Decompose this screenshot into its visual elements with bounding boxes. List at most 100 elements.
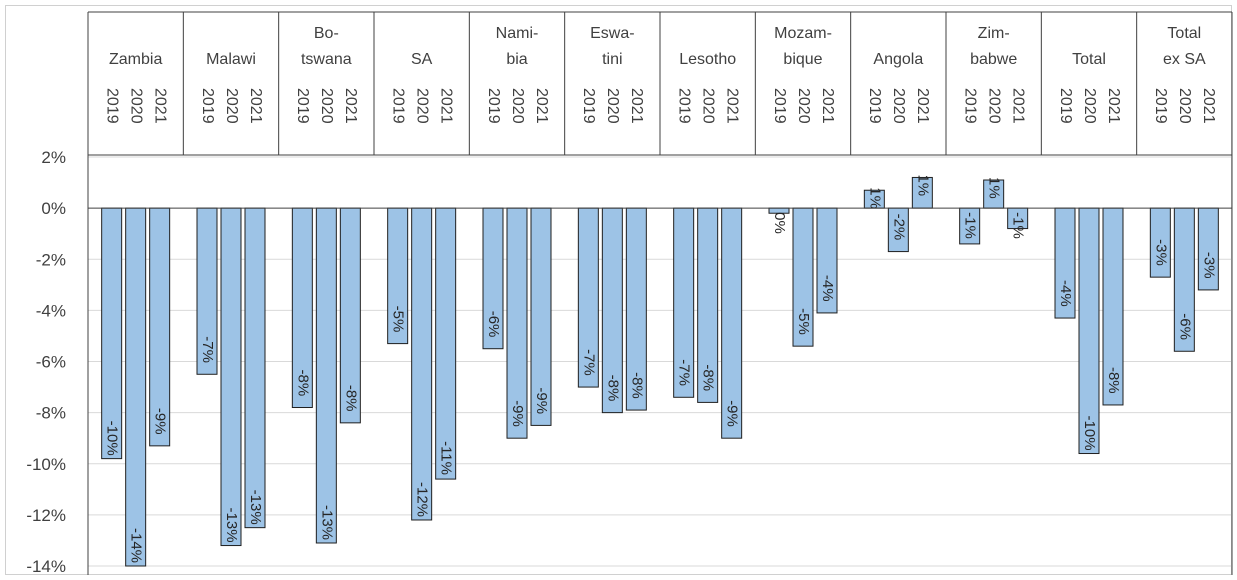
year-tick-label: 2020 [509, 88, 526, 124]
data-label: -6% [1176, 313, 1193, 340]
group-label: Malawi [206, 51, 256, 68]
group-label: Lesotho [679, 51, 736, 68]
data-label: -9% [724, 400, 741, 427]
data-label: -8% [700, 364, 717, 391]
data-label: -5% [795, 308, 812, 335]
group-label: Total [1167, 25, 1201, 42]
year-tick-label: 2019 [103, 88, 120, 124]
year-tick-label: 2021 [151, 88, 168, 124]
data-label: -7% [676, 359, 693, 386]
data-label: -6% [485, 311, 502, 338]
year-tick-label: 2019 [485, 88, 502, 124]
group-label: ex SA [1163, 51, 1206, 68]
data-label: -12% [414, 482, 431, 517]
year-tick-label: 2020 [1176, 88, 1193, 124]
bar [411, 207, 433, 521]
year-tick-label: 2021 [533, 88, 550, 124]
data-label: -9% [152, 408, 169, 435]
data-label: -1% [1010, 212, 1027, 239]
year-tick-label: 2021 [723, 88, 740, 124]
data-label: -8% [628, 372, 645, 399]
data-label: -3% [1200, 252, 1217, 279]
data-label: -8% [604, 375, 621, 402]
year-tick-label: 2021 [914, 88, 931, 124]
data-label: -10% [104, 421, 121, 456]
data-label: -13% [223, 508, 240, 543]
year-tick-label: 2020 [318, 88, 335, 124]
year-tick-label: 2021 [628, 88, 645, 124]
bar [125, 207, 147, 567]
y-tick-label: -4% [36, 301, 66, 320]
y-tick-label: -12% [26, 506, 66, 525]
year-tick-label: 2021 [1009, 88, 1026, 124]
y-tick-label: 2% [41, 148, 66, 167]
group-label: SA [411, 51, 433, 68]
year-tick-label: 2020 [223, 88, 240, 124]
bar [220, 207, 242, 547]
year-tick-label: 2019 [771, 88, 788, 124]
bar [244, 207, 266, 529]
data-label: 1% [986, 177, 1003, 199]
year-tick-label: 2021 [437, 88, 454, 124]
year-tick-label: 2020 [1081, 88, 1098, 124]
group-label: Angola [873, 51, 923, 68]
group-label: tswana [301, 51, 352, 68]
year-tick-label: 2019 [1152, 88, 1169, 124]
data-label: -5% [390, 306, 407, 333]
year-tick-label: 2021 [819, 88, 836, 124]
data-label: -9% [509, 400, 526, 427]
y-tick-label: -14% [26, 557, 66, 576]
year-tick-label: 2020 [699, 88, 716, 124]
group-label: Mozam- [774, 25, 832, 42]
year-tick-label: 2020 [604, 88, 621, 124]
year-tick-label: 2021 [1105, 88, 1122, 124]
year-tick-label: 2020 [413, 88, 430, 124]
group-label: babwe [970, 51, 1017, 68]
year-tick-label: 2020 [890, 88, 907, 124]
data-label: -9% [533, 387, 550, 414]
data-label: -8% [1105, 367, 1122, 394]
data-label: -7% [199, 336, 216, 363]
year-tick-label: 2021 [247, 88, 264, 124]
year-tick-label: 2021 [342, 88, 359, 124]
data-label: -4% [819, 275, 836, 302]
data-label: -10% [1081, 416, 1098, 451]
y-tick-label: -10% [26, 455, 66, 474]
group-label: Total [1072, 51, 1106, 68]
group-label: Bo- [314, 25, 339, 42]
year-tick-label: 2021 [1200, 88, 1217, 124]
y-tick-label: -8% [36, 404, 66, 423]
y-tick-label: -6% [36, 353, 66, 372]
year-tick-label: 2019 [961, 88, 978, 124]
year-tick-label: 2019 [580, 88, 597, 124]
bar [435, 207, 457, 480]
data-label: -8% [342, 385, 359, 412]
year-tick-label: 2020 [127, 88, 144, 124]
y-tick-label: -2% [36, 250, 66, 269]
data-label: -4% [1057, 280, 1074, 307]
data-label: -8% [294, 370, 311, 397]
group-label: Zambia [109, 51, 162, 68]
data-label: 1% [866, 187, 883, 209]
year-tick-label: 2019 [1057, 88, 1074, 124]
data-label: -13% [318, 505, 335, 540]
bar [315, 207, 337, 544]
group-label: Eswa- [590, 25, 634, 42]
group-label: Nami- [496, 25, 539, 42]
data-label: -2% [890, 214, 907, 241]
group-label: bique [783, 51, 822, 68]
year-tick-label: 2020 [985, 88, 1002, 124]
data-label: -14% [128, 528, 145, 563]
year-tick-label: 2019 [199, 88, 216, 124]
data-label: -1% [962, 212, 979, 239]
group-label: Zim- [978, 25, 1010, 42]
data-label: 1% [914, 174, 931, 196]
data-label: -3% [1152, 239, 1169, 266]
group-label: bia [506, 51, 527, 68]
y-tick-label: 0% [41, 199, 66, 218]
year-tick-label: 2019 [675, 88, 692, 124]
data-label: -13% [247, 490, 264, 525]
data-label: 0% [771, 212, 788, 234]
data-label: -7% [580, 349, 597, 376]
